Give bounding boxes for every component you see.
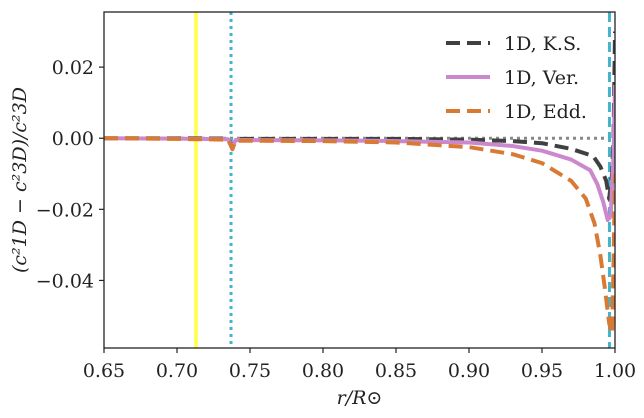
- axes: 0.65 0.70 0.75 0.80 0.85 0.90 0.95 1.00 0.02 0.00…: [9, 11, 636, 409]
- x-axis-label: r/R⊙: [337, 387, 383, 409]
- axes-frame: [103, 11, 616, 349]
- series-line-2: [104, 136, 615, 336]
- x-tick-label-2: 0.75: [229, 360, 271, 382]
- y-axis-label: (c²1D − c²3D)/c²3D: [9, 87, 31, 273]
- legend: 1D, K.S. 1D, Ver. 1D, Edd.: [446, 33, 587, 123]
- y-tick-label-2: −0.02: [36, 199, 94, 221]
- x-tick-label-0: 0.65: [83, 360, 125, 382]
- plot-area: [104, 12, 615, 348]
- legend-label-0: 1D, K.S.: [504, 33, 581, 55]
- y-tick-label-3: −0.04: [36, 270, 94, 292]
- legend-label-2: 1D, Edd.: [504, 101, 587, 123]
- x-tick-label-4: 0.85: [375, 360, 417, 382]
- x-tick-label-1: 0.70: [156, 360, 198, 382]
- legend-label-1: 1D, Ver.: [504, 67, 579, 89]
- x-tick-label-6: 0.95: [521, 360, 563, 382]
- x-tick-label-3: 0.80: [302, 360, 344, 382]
- x-tick-label-5: 0.90: [448, 360, 490, 382]
- y-tick-label-0: 0.02: [52, 57, 94, 79]
- x-tick-label-7: 1.00: [594, 360, 636, 382]
- plot-clip-group: [104, 12, 615, 348]
- y-tick-label-1: 0.00: [52, 128, 94, 150]
